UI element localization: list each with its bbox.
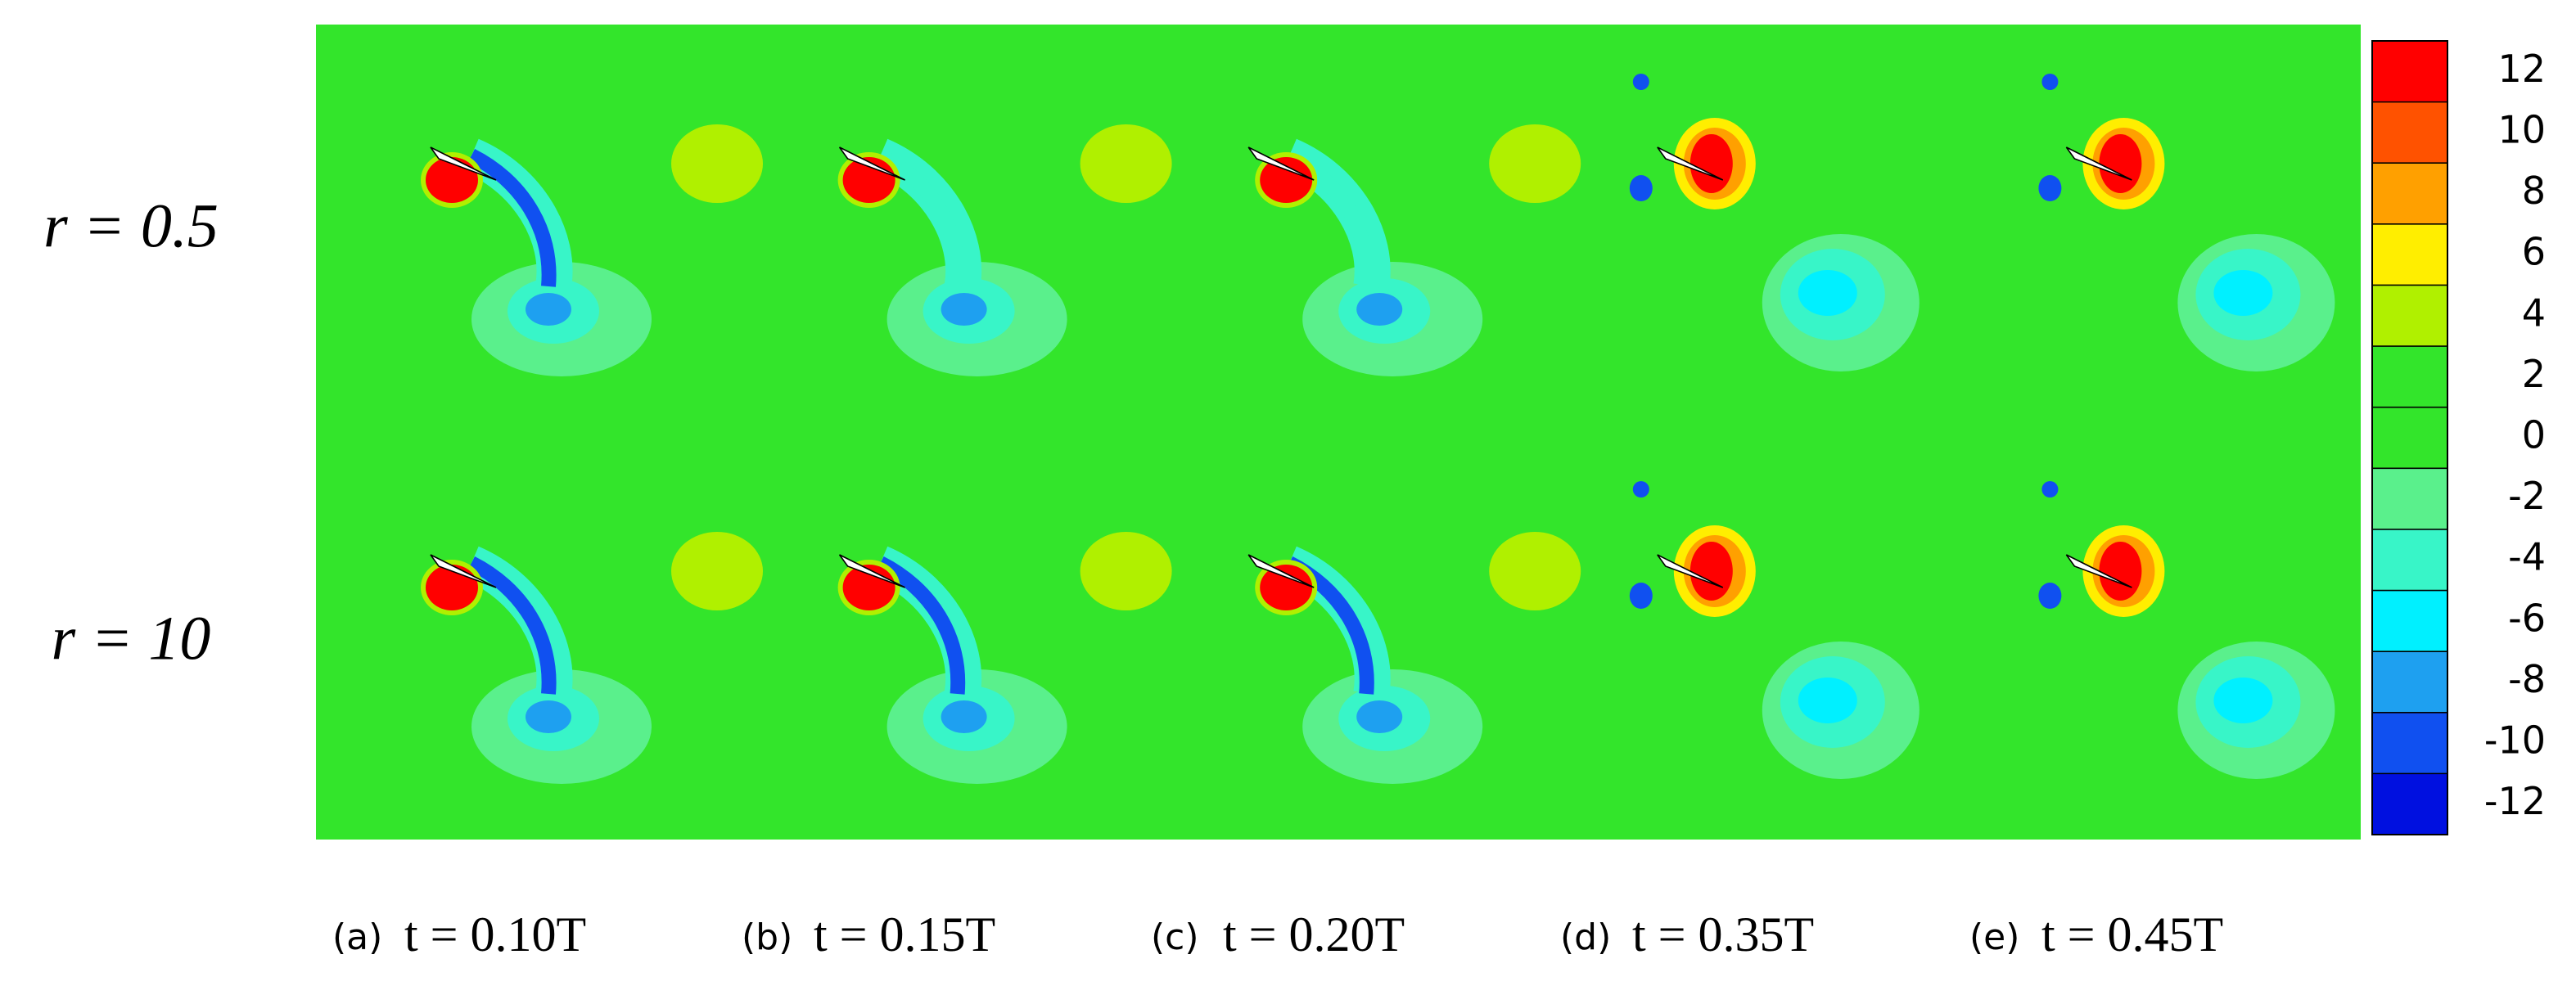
vortex [1489,532,1581,610]
contours [421,74,2335,784]
vortex [2038,583,2062,609]
colorbar-band [2372,346,2447,407]
panel-label: (a) [332,916,382,958]
wake [941,700,987,733]
colorbar-band [2372,712,2447,774]
vortex [1690,542,1733,601]
airfoil [1247,146,1315,181]
shear-layer [467,556,557,695]
colorbar-tick-label: 6 [2522,230,2546,274]
vortex [1080,532,1172,610]
wake [1356,293,1403,326]
colorbar-band [2372,590,2447,652]
airfoil [838,554,905,588]
colorbar-tick-label: 0 [2522,413,2546,457]
colorbar-band [2372,407,2447,469]
airfoil [838,146,905,181]
airfoil [2065,554,2132,588]
airfoil [1247,554,1315,588]
vortex [2041,481,2059,498]
colorbar-tick-label: 10 [2497,107,2546,151]
wake [526,700,571,733]
vortex [2038,175,2062,201]
row-label: r = 10 [52,604,211,673]
panel-time: t = 0.20T [1223,907,1405,961]
vortex [1260,157,1313,203]
vortex [1632,481,1649,498]
wake [1798,270,1857,316]
panel-label: (e) [1969,916,2019,958]
vortex [1632,74,1649,90]
vortex [1629,583,1653,609]
colorbar-band [2372,773,2447,835]
colorbar-tick-label: 2 [2522,352,2546,396]
colorbar-band [2372,468,2447,529]
airfoil [1657,146,1724,181]
colorbar-tick-label: -6 [2508,596,2546,640]
panel-label: (b) [742,916,792,958]
colorbar-tick-label: 12 [2497,47,2546,91]
wake [2213,270,2273,316]
shear-layer [467,148,557,287]
wake [526,293,571,326]
colorbar-band [2372,101,2447,164]
colorbar-tick-label: -10 [2484,718,2546,763]
colorbar-tick-label: -8 [2508,657,2546,701]
colorbar-tick-label: -12 [2484,779,2546,823]
airfoil [430,146,497,181]
vortex [1489,124,1581,203]
vortex [671,532,763,610]
colorbar-tick-label: -2 [2508,474,2546,518]
airfoil [1657,554,1724,588]
shear-layer [877,556,966,695]
airfoil [2065,146,2132,181]
colorbar-tick-label: 4 [2522,290,2546,335]
colorbar-band [2372,223,2447,286]
airfoil [430,554,497,588]
vortex [1629,175,1653,201]
colorbar-border [2371,40,2448,835]
colorbar-band [2372,41,2447,102]
vortex [2041,74,2059,90]
panel-label: (d) [1560,916,1611,958]
panel-time: t = 0.10T [404,907,586,961]
vortex [671,124,763,203]
vortex [1080,124,1172,203]
colorbar-band [2372,163,2447,224]
shear-layer [877,148,966,287]
vortex [2099,542,2142,601]
wake [2213,678,2273,723]
colorbar-tick-label: -4 [2508,535,2546,579]
vortex [2099,134,2142,193]
colorbar-tick-label: 8 [2522,169,2546,213]
panel-time: t = 0.15T [814,907,995,961]
panel-time: t = 0.35T [1632,907,1814,961]
wake [1356,700,1403,733]
vortex [1690,134,1733,193]
colorbar-band [2372,529,2447,591]
vortex [1260,565,1313,610]
colorbar-band [2372,651,2447,713]
wake [1798,678,1857,723]
colorbar-band [2372,285,2447,347]
row-label: r = 0.5 [43,191,219,260]
panel-time: t = 0.45T [2041,907,2223,961]
panel-label: (c) [1151,916,1199,958]
wake [941,293,987,326]
